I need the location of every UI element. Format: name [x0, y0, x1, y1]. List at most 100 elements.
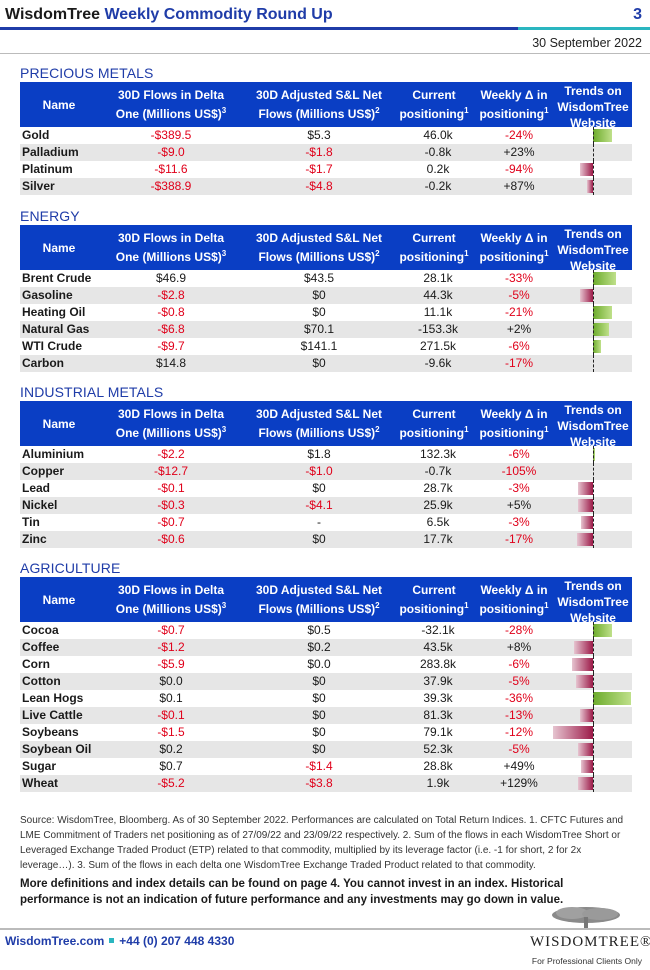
commodity-name: Cotton [22, 674, 61, 688]
table-row: Zinc -$0.6 $0 17.7k -17% [20, 531, 632, 548]
sl-flow-value: $0.5 [307, 623, 331, 637]
trend-cell [550, 690, 632, 707]
trend-bar-down [578, 499, 593, 512]
weekly-change-value: +23% [503, 145, 535, 159]
col-header-positioning: Current positioning1 [399, 583, 469, 616]
col-header-sl-flows: 30D Adjusted S&L Net Flows (Millions US$)… [255, 583, 383, 616]
delta-flow-value: -$0.7 [157, 515, 185, 529]
trend-axis [593, 690, 594, 707]
delta-flow-value: -$5.9 [157, 657, 185, 671]
trend-axis [593, 304, 594, 321]
report-subtitle: Weekly Commodity Round Up [100, 6, 333, 23]
trend-cell [550, 304, 632, 321]
logo-wordmark: WISDOMTREE® [530, 934, 650, 950]
trend-cell [550, 497, 632, 514]
delta-flow-value: -$0.6 [157, 532, 185, 546]
trend-cell [550, 178, 632, 195]
weekly-change-value: -5% [508, 288, 530, 302]
sl-flow-value: $0 [312, 725, 326, 739]
trend-bar-down [574, 641, 593, 654]
trend-axis [593, 480, 594, 497]
commodity-name: Lead [22, 481, 51, 495]
positioning-value: 43.5k [423, 640, 453, 654]
col-header-weekly: Weekly Δ in positioning1 [479, 407, 549, 440]
trend-cell [550, 355, 632, 372]
table-row: Soybeans -$1.5 $0 79.1k -12% [20, 724, 632, 741]
delta-flow-value: -$2.8 [157, 288, 185, 302]
professional-notice: For Professional Clients Only [531, 956, 642, 966]
separator-dot [109, 938, 115, 944]
col-header-sl-flows: 30D Adjusted S&L Net Flows (Millions US$)… [255, 88, 383, 121]
weekly-change-value: -17% [504, 356, 533, 370]
delta-flow-value: $0.7 [159, 759, 183, 773]
positioning-value: 283.8k [419, 657, 457, 671]
sl-flow-value: -$1.4 [305, 759, 333, 773]
commodity-name: Copper [22, 464, 64, 478]
commodity-name: Silver [22, 179, 55, 193]
trend-axis [593, 178, 594, 195]
website-link[interactable]: WisdomTree.com [5, 934, 105, 948]
section-title: ENERGY [20, 208, 80, 224]
delta-flow-value: -$1.2 [157, 640, 185, 654]
delta-flow-value: -$6.8 [157, 322, 185, 336]
delta-flow-value: $14.8 [155, 356, 187, 370]
positioning-value: 39.3k [423, 691, 453, 705]
trend-cell [550, 446, 632, 463]
positioning-value: 46.0k [423, 128, 453, 142]
commodity-name: Natural Gas [22, 322, 90, 336]
trend-axis [593, 161, 594, 178]
table-row: Copper -$12.7 -$1.0 -0.7k -105% [20, 463, 632, 480]
delta-flow-value: -$0.1 [157, 708, 185, 722]
trend-bar-up [593, 340, 601, 353]
col-header-name: Name [42, 416, 76, 431]
commodity-name: Soybeans [22, 725, 79, 739]
sl-flow-value: $0 [312, 532, 326, 546]
commodity-name: Wheat [22, 776, 58, 790]
trend-bar-down [580, 709, 593, 722]
delta-flow-value: -$9.7 [157, 339, 185, 353]
trend-axis [593, 338, 594, 355]
section-precious-metals: PRECIOUS METALS Name 30D Flows in Delta One… [20, 64, 632, 195]
trend-axis [593, 724, 594, 741]
trend-cell [550, 463, 632, 480]
header-rule-teal [518, 27, 650, 30]
sl-flow-value: $0 [312, 674, 326, 688]
section-title: INDUSTRIAL METALS [20, 384, 164, 400]
commodity-name: Live Cattle [22, 708, 83, 722]
positioning-value: 52.3k [423, 742, 453, 756]
delta-flow-value: $0.2 [159, 742, 183, 756]
trend-axis [593, 270, 594, 287]
contact-line: WisdomTree.com +44 (0) 207 448 4330 [5, 934, 234, 948]
commodity-name: Gasoline [22, 288, 73, 302]
sl-flow-value: $0 [312, 481, 326, 495]
trend-cell [550, 775, 632, 792]
weekly-change-value: +5% [506, 498, 532, 512]
commodity-name: Lean Hogs [22, 691, 84, 705]
col-header-weekly: Weekly Δ in positioning1 [479, 231, 549, 264]
sl-flow-value: $0 [312, 742, 326, 756]
weekly-change-value: +129% [500, 776, 538, 790]
table-header: Name 30D Flows in Delta One (Millions US$)… [20, 82, 632, 130]
trend-axis [593, 673, 594, 690]
trend-bar-down [578, 777, 593, 790]
trend-bar-up [593, 624, 612, 637]
page-header: WisdomTree Weekly Commodity Round Up 3 [0, 0, 650, 30]
table-row: Sugar $0.7 -$1.4 28.8k +49% [20, 758, 632, 775]
col-header-trends: Trends on WisdomTree Website [557, 227, 629, 273]
trend-axis [593, 531, 594, 548]
table-row: Silver -$388.9 -$4.8 -0.2k +87% [20, 178, 632, 195]
trend-bar-down [572, 658, 593, 671]
delta-flow-value: -$389.5 [150, 128, 192, 142]
table-header: Name 30D Flows in Delta One (Millions US$)… [20, 577, 632, 625]
weekly-change-value: +2% [506, 322, 532, 336]
commodity-name: Platinum [22, 162, 73, 176]
weekly-change-value: -33% [504, 271, 533, 285]
trend-cell [550, 639, 632, 656]
col-header-delta-flows: 30D Flows in Delta One (Millions US$)3 [115, 407, 227, 440]
table-row: Nickel -$0.3 -$4.1 25.9k +5% [20, 497, 632, 514]
table-row: Gold -$389.5 $5.3 46.0k -24% [20, 127, 632, 144]
trend-bar-down [587, 180, 593, 193]
positioning-value: -0.8k [424, 145, 452, 159]
table-row: Cocoa -$0.7 $0.5 -32.1k -28% [20, 622, 632, 639]
trend-bar-down [553, 726, 593, 739]
